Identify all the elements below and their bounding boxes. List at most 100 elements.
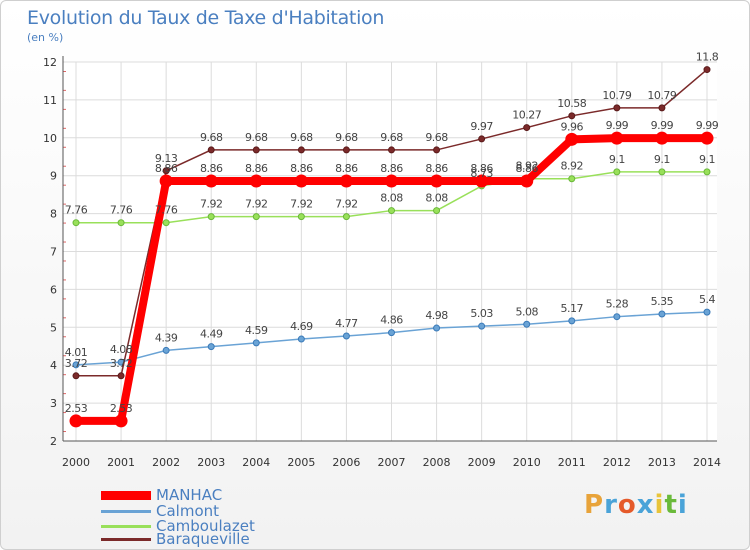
data-label-baraqueville: 9.68 bbox=[245, 131, 268, 144]
data-point-baraqueville bbox=[297, 146, 305, 154]
data-point-baraqueville bbox=[342, 146, 350, 154]
data-point-calmont bbox=[703, 308, 711, 316]
data-point-baraqueville bbox=[658, 104, 666, 112]
data-point-baraqueville bbox=[523, 124, 531, 132]
legend-swatch bbox=[101, 538, 151, 541]
chart-title: Evolution du Taux de Taxe d'Habitation bbox=[27, 7, 385, 29]
data-label-baraqueville: 9.13 bbox=[155, 152, 178, 165]
legend-label: Calmont bbox=[156, 502, 220, 520]
data-point-calmont bbox=[388, 329, 395, 337]
data-point-camboulazet bbox=[297, 213, 305, 221]
x-tick-label: 2014 bbox=[693, 456, 721, 469]
x-tick-label: 2003 bbox=[197, 456, 225, 469]
data-point-calmont bbox=[658, 310, 666, 318]
x-tick-label: 2011 bbox=[558, 456, 586, 469]
x-tick-label: 2002 bbox=[152, 456, 180, 469]
legend-label: MANHAC bbox=[156, 486, 223, 504]
data-point-manhac bbox=[339, 174, 353, 188]
data-point-camboulazet bbox=[252, 213, 260, 221]
y-tick-label: 10 bbox=[43, 132, 57, 145]
legend-swatch bbox=[101, 491, 151, 500]
data-point-camboulazet bbox=[162, 219, 170, 227]
data-label-camboulazet: 8.92 bbox=[561, 160, 584, 173]
data-label-calmont: 4.59 bbox=[245, 324, 268, 337]
data-point-camboulazet bbox=[658, 168, 666, 176]
data-point-camboulazet bbox=[342, 213, 350, 221]
x-tick-label: 2004 bbox=[242, 456, 270, 469]
data-label-manhac: 8.86 bbox=[425, 162, 448, 175]
data-label-camboulazet: 7.92 bbox=[290, 198, 313, 211]
data-label-baraqueville: 9.68 bbox=[335, 131, 358, 144]
x-tick-label: 2008 bbox=[423, 456, 451, 469]
data-point-manhac bbox=[610, 131, 624, 145]
logo-letter: o bbox=[617, 490, 637, 520]
data-point-camboulazet bbox=[72, 219, 80, 227]
data-label-calmont: 5.35 bbox=[651, 295, 674, 308]
data-label-calmont: 5.08 bbox=[515, 305, 538, 318]
data-point-camboulazet bbox=[117, 219, 125, 227]
y-tick-label: 12 bbox=[43, 56, 57, 69]
data-point-manhac bbox=[565, 132, 579, 146]
data-label-baraqueville: 10.58 bbox=[557, 97, 586, 110]
data-label-manhac: 8.86 bbox=[155, 162, 178, 175]
data-label-camboulazet: 8.08 bbox=[380, 192, 403, 205]
legend-label: Camboulazet bbox=[156, 517, 255, 535]
logo-letter: P bbox=[584, 490, 605, 520]
data-label-calmont: 4.39 bbox=[155, 331, 178, 344]
data-point-calmont bbox=[342, 332, 350, 340]
data-point-calmont bbox=[252, 339, 260, 347]
data-label-manhac: 8.86 bbox=[515, 162, 538, 175]
data-point-calmont bbox=[297, 335, 305, 343]
data-label-manhac: 2.53 bbox=[110, 402, 133, 415]
data-point-manhac bbox=[249, 174, 263, 188]
data-point-manhac bbox=[655, 131, 669, 145]
data-label-camboulazet: 9.1 bbox=[654, 153, 670, 166]
data-point-manhac bbox=[520, 174, 534, 188]
logo-letter: t bbox=[664, 490, 678, 520]
data-label-camboulazet: 7.76 bbox=[110, 204, 133, 217]
x-tick-label: 2007 bbox=[378, 456, 406, 469]
data-label-baraqueville: 9.68 bbox=[290, 131, 313, 144]
data-point-baraqueville bbox=[252, 146, 260, 154]
data-point-camboulazet bbox=[613, 168, 621, 176]
data-point-camboulazet bbox=[568, 175, 576, 183]
data-label-camboulazet: 8.08 bbox=[425, 192, 448, 205]
data-label-baraqueville: 10.79 bbox=[647, 89, 676, 102]
data-point-baraqueville bbox=[703, 66, 711, 74]
data-label-camboulazet: 8.73 bbox=[470, 167, 493, 180]
data-label-calmont: 4.86 bbox=[380, 314, 403, 327]
logo-letter: x bbox=[636, 490, 655, 520]
data-point-baraqueville bbox=[433, 146, 441, 154]
data-label-camboulazet: 9.1 bbox=[699, 153, 715, 166]
data-label-camboulazet: 7.76 bbox=[155, 204, 178, 217]
data-point-camboulazet bbox=[388, 207, 395, 215]
data-label-camboulazet: 7.92 bbox=[335, 198, 358, 211]
data-label-baraqueville: 10.27 bbox=[512, 109, 541, 122]
data-point-calmont bbox=[207, 343, 215, 351]
data-point-baraqueville bbox=[117, 372, 125, 380]
proxiti-logo: Proxiti bbox=[584, 490, 688, 520]
data-label-calmont: 4.01 bbox=[65, 346, 88, 359]
data-point-manhac bbox=[700, 131, 714, 145]
logo-letter: i bbox=[677, 490, 688, 520]
data-label-calmont: 5.4 bbox=[699, 293, 715, 306]
data-point-manhac bbox=[430, 174, 444, 188]
data-label-calmont: 4.98 bbox=[425, 309, 448, 322]
data-point-calmont bbox=[72, 361, 80, 369]
x-tick-label: 2005 bbox=[287, 456, 315, 469]
data-point-manhac bbox=[294, 174, 308, 188]
y-tick-label: 7 bbox=[50, 246, 57, 259]
data-point-calmont bbox=[433, 324, 441, 332]
data-point-calmont bbox=[523, 320, 531, 328]
data-point-manhac bbox=[204, 174, 218, 188]
x-tick-label: 2010 bbox=[513, 456, 541, 469]
data-point-camboulazet bbox=[207, 213, 215, 221]
y-tick-label: 9 bbox=[50, 170, 57, 183]
data-point-manhac bbox=[114, 414, 128, 428]
data-label-calmont: 4.08 bbox=[110, 343, 133, 356]
x-tick-label: 2012 bbox=[603, 456, 631, 469]
data-label-manhac: 2.53 bbox=[65, 402, 88, 415]
y-tick-label: 3 bbox=[50, 397, 57, 410]
legend-swatch bbox=[101, 525, 151, 528]
